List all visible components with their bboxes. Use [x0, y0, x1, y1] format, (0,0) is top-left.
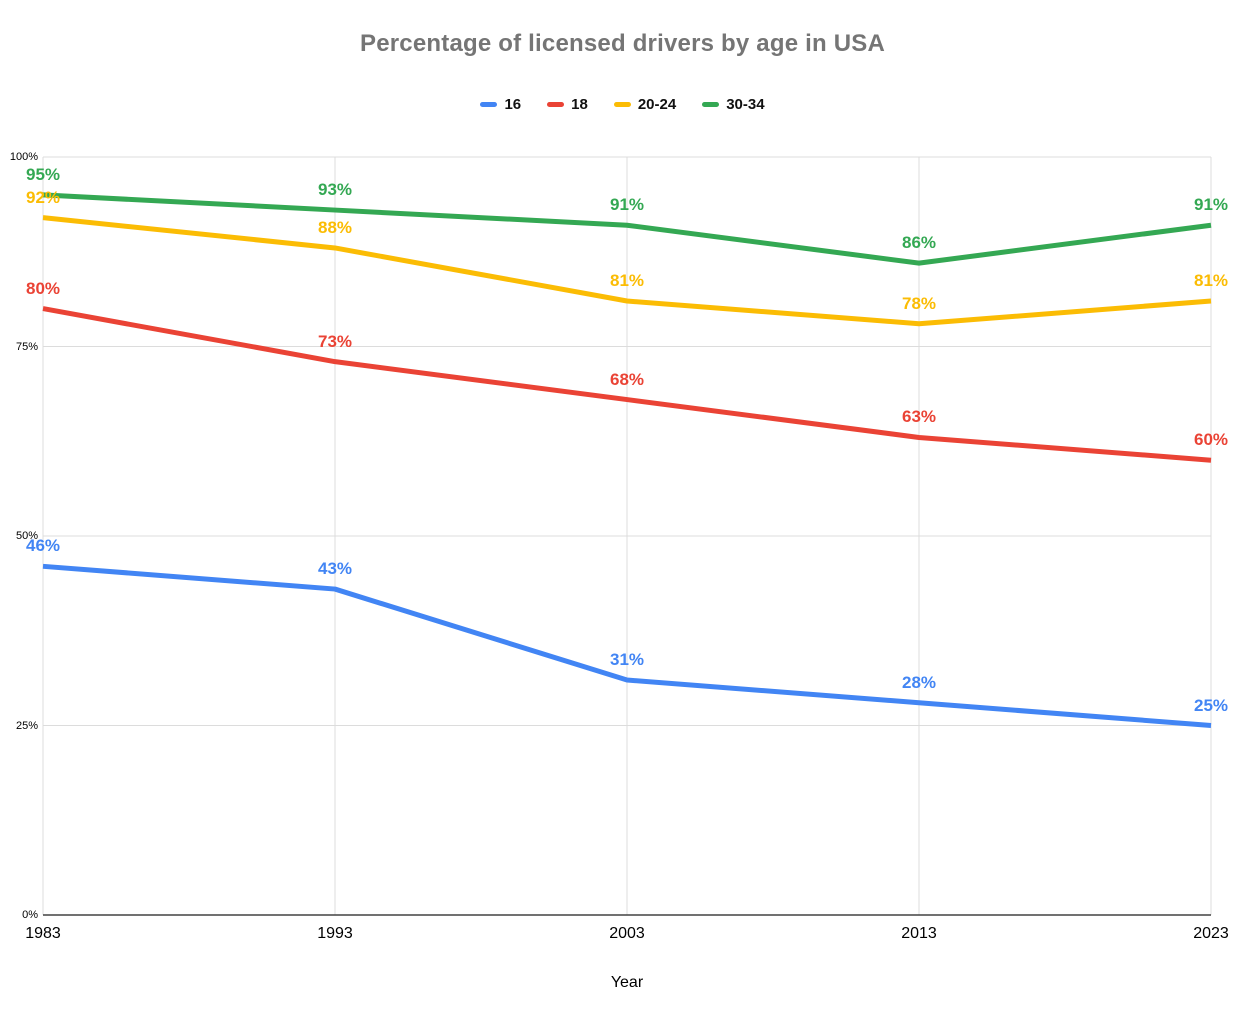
- y-tick-label: 50%: [15, 530, 38, 542]
- data-label-16: 46%: [25, 536, 61, 556]
- data-label-30-34: 86%: [901, 233, 937, 253]
- legend-item-16[interactable]: 16: [480, 96, 521, 113]
- legend-swatch-icon: [547, 102, 565, 107]
- data-label-16: 43%: [317, 559, 353, 579]
- x-tick-label: 1983: [25, 925, 61, 942]
- y-tick-label: 0%: [22, 909, 38, 921]
- legend-label: 16: [504, 96, 522, 113]
- series-line-16: [42, 563, 1212, 728]
- x-tick-label: 2013: [901, 925, 937, 942]
- legend-swatch-icon: [613, 102, 631, 107]
- x-axis-title: Year: [610, 974, 644, 991]
- x-tick-label: 2003: [609, 925, 645, 942]
- x-tick-label: 1993: [317, 925, 353, 942]
- series-line-20-24: [42, 215, 1212, 327]
- legend-label: 20-24: [637, 96, 677, 113]
- legend-label: 30-34: [726, 96, 765, 113]
- y-tick-label: 75%: [15, 340, 38, 353]
- legend-item-20-24[interactable]: 20-24: [613, 96, 677, 113]
- y-tick-label: 25%: [15, 719, 38, 732]
- data-label-18: 68%: [609, 369, 645, 389]
- data-label-30-34: 93%: [317, 180, 353, 200]
- series-line-30-34: [42, 192, 1212, 266]
- data-label-20-24: 81%: [609, 271, 645, 291]
- x-tick-label: 2023: [1193, 925, 1229, 942]
- legend-swatch-icon: [702, 102, 720, 107]
- data-label-20-24: 88%: [317, 217, 353, 237]
- data-label-30-34: 91%: [609, 195, 645, 215]
- data-label-16: 25%: [1193, 695, 1229, 715]
- legend-item-18[interactable]: 18: [547, 96, 588, 113]
- plot-area: [42, 156, 1212, 916]
- chart-canvas: [42, 156, 1212, 916]
- data-label-16: 31%: [609, 650, 645, 670]
- chart-title: Percentage of licensed drivers by age in…: [360, 30, 885, 57]
- legend-label: 18: [571, 96, 588, 113]
- data-label-18: 80%: [25, 278, 61, 298]
- y-tick-label: 100%: [9, 151, 38, 163]
- legend-swatch-icon: [480, 102, 498, 107]
- series-line-18: [42, 306, 1212, 463]
- data-label-18: 63%: [901, 407, 937, 427]
- data-label-18: 73%: [317, 331, 353, 351]
- legend: 16 18 20-24 30-34: [0, 96, 1245, 113]
- data-label-30-34: 91%: [1193, 195, 1229, 215]
- data-label-20-24: 81%: [1193, 271, 1229, 291]
- data-label-30-34: 95%: [25, 164, 61, 184]
- legend-item-30-34[interactable]: 30-34: [702, 96, 765, 113]
- data-label-18: 60%: [1193, 430, 1229, 450]
- data-label-20-24: 78%: [901, 293, 937, 313]
- data-label-20-24: 92%: [25, 187, 61, 207]
- data-label-16: 28%: [901, 672, 937, 692]
